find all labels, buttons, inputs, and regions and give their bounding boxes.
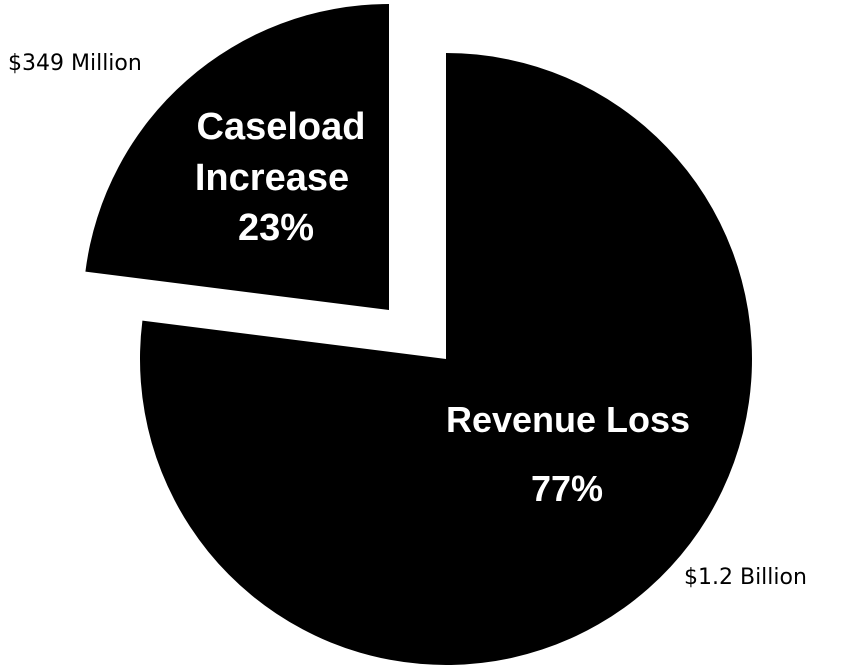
slice-label-caseload-line-2: Increase bbox=[195, 157, 349, 199]
slice-label-revenue-loss: Revenue Loss bbox=[446, 399, 690, 440]
pie-slice-caseload-increase bbox=[85, 3, 389, 311]
slice-label-caseload-line-1: Caseload bbox=[197, 106, 366, 148]
pie-slice-revenue-loss bbox=[139, 53, 752, 665]
slice-value-caseload-increase: $349 Million bbox=[8, 51, 142, 76]
slice-percent-revenue-loss: 77% bbox=[531, 468, 603, 509]
pie-slices bbox=[85, 3, 752, 665]
slice-value-revenue-loss: $1.2 Billion bbox=[684, 565, 807, 590]
slice-percent-caseload-increase: 23% bbox=[238, 207, 314, 249]
